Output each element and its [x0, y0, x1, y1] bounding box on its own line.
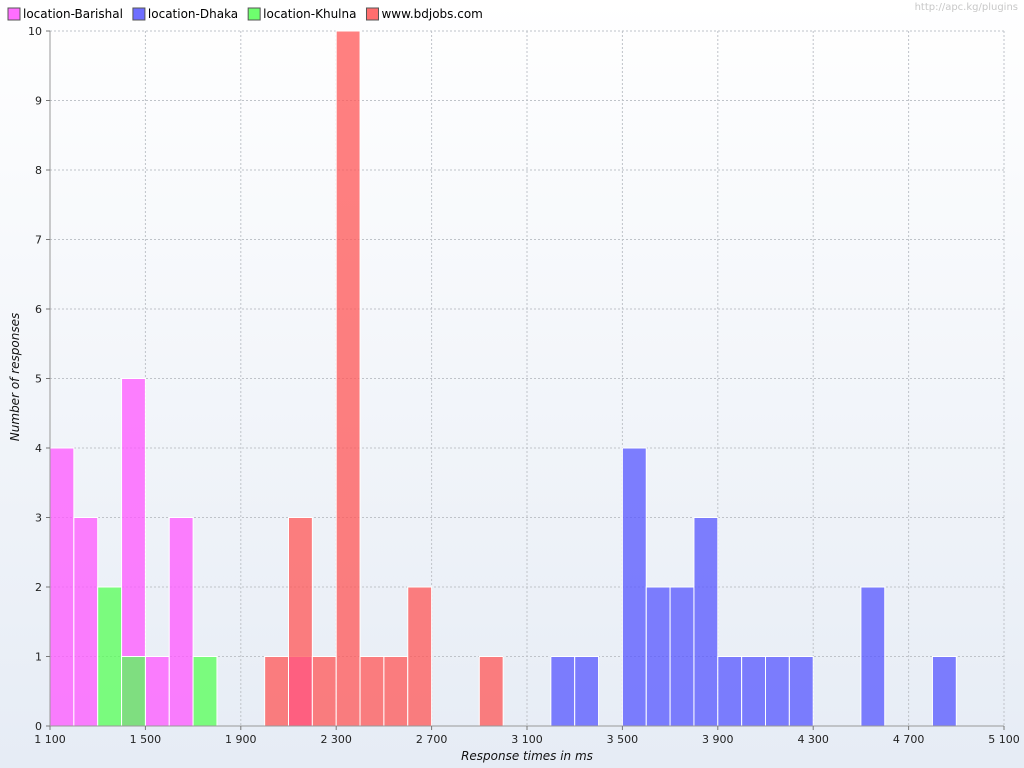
y-tick-label: 9 — [35, 95, 42, 108]
histogram-bar — [478, 656, 504, 727]
histogram-bar — [550, 656, 576, 727]
histogram-bar — [860, 586, 886, 727]
y-tick-label: 5 — [35, 373, 42, 386]
y-tick-label: 3 — [35, 512, 42, 525]
histogram-bar — [121, 656, 146, 727]
histogram-bar — [717, 656, 743, 727]
histogram-bar — [645, 586, 671, 727]
y-tick-label: 8 — [35, 164, 42, 177]
y-axis-ticks: 0 1 2 3 4 5 6 7 8 9 10 — [28, 25, 50, 733]
histogram-bar — [73, 517, 99, 727]
histogram-bar — [669, 586, 695, 727]
x-tick-label: 5 100 — [988, 733, 1020, 746]
legend-label: location-Dhaka — [148, 7, 238, 21]
histogram-bar — [765, 656, 790, 727]
x-tick-label: 2 700 — [416, 733, 448, 746]
y-tick-label: 2 — [35, 581, 42, 594]
watermark-text: http://apc.kg/plugins — [915, 2, 1018, 13]
y-tick-label: 7 — [35, 234, 42, 247]
legend-swatch — [247, 7, 261, 21]
legend-label: location-Barishal — [23, 7, 123, 21]
histogram-bar — [288, 517, 313, 727]
histogram-bar — [49, 447, 75, 727]
histogram-bar — [97, 586, 123, 727]
legend: location-Barishal location-Dhaka location-… — [7, 7, 483, 21]
x-tick-label: 4 700 — [893, 733, 925, 746]
y-tick-label: 0 — [35, 720, 42, 733]
legend-label: location-Khulna — [263, 7, 356, 21]
histogram-bar — [621, 447, 647, 727]
histogram-bar — [192, 656, 218, 727]
y-tick-label: 6 — [35, 303, 42, 316]
y-tick-label: 10 — [28, 25, 42, 38]
grid-lines — [50, 30, 1005, 726]
x-tick-label: 1 900 — [225, 733, 257, 746]
x-axis-ticks: 1 100 1 500 1 900 2 300 2 700 3 100 3 500 3 900… — [34, 726, 1020, 746]
y-axis-title: Number of responses — [8, 313, 22, 441]
histogram-bar — [335, 30, 361, 727]
x-tick-label: 2 300 — [320, 733, 352, 746]
x-tick-label: 1 500 — [130, 733, 162, 746]
histogram-bar — [168, 517, 194, 727]
x-tick-label: 4 300 — [797, 733, 829, 746]
histogram-bar — [144, 656, 170, 727]
x-axis-title: Response times in ms — [461, 749, 593, 763]
legend-swatch — [132, 7, 146, 21]
legend-swatch — [7, 7, 21, 21]
x-tick-label: 3 100 — [511, 733, 543, 746]
x-tick-label: 3 900 — [702, 733, 734, 746]
histogram-bar — [359, 656, 385, 727]
y-tick-label: 1 — [35, 651, 42, 664]
histogram-bar — [788, 656, 814, 727]
histogram-bar — [693, 517, 719, 727]
histogram-bar — [574, 656, 600, 727]
x-tick-label: 1 100 — [34, 733, 66, 746]
x-tick-label: 3 500 — [607, 733, 639, 746]
histogram-bar — [383, 656, 409, 727]
y-tick-label: 4 — [35, 442, 42, 455]
histogram-bar — [741, 656, 767, 727]
legend-swatch — [365, 7, 379, 21]
histogram-bars — [49, 30, 957, 727]
histogram-bar — [264, 656, 289, 727]
histogram-bar — [931, 656, 957, 727]
legend-label: www.bdjobs.com — [381, 7, 482, 21]
histogram-bar — [407, 586, 433, 727]
histogram-bar — [311, 656, 337, 727]
